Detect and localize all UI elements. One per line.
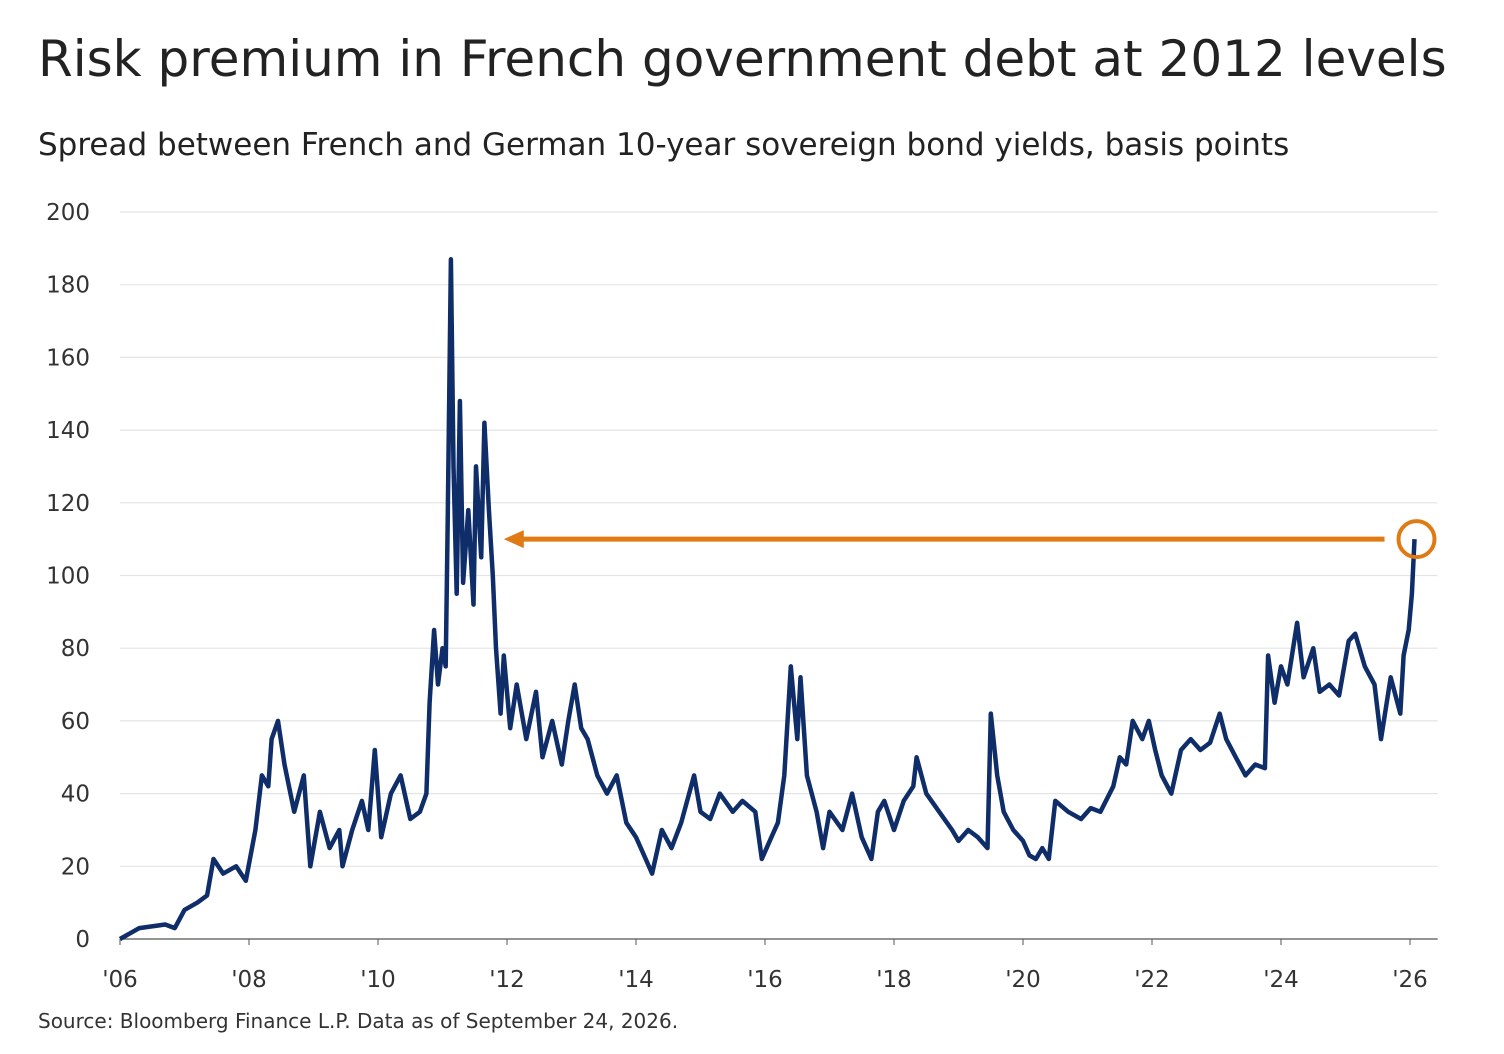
x-tick-label: '22: [1134, 967, 1170, 993]
x-tick-label: '24: [1263, 967, 1299, 993]
y-tick-label: 100: [46, 564, 90, 590]
y-tick-label: 200: [46, 200, 90, 226]
x-tick-label: '14: [618, 967, 654, 993]
x-tick-label: '10: [360, 967, 396, 993]
highlight-circle: [1396, 519, 1437, 560]
x-tick-label: '18: [876, 967, 912, 993]
y-tick-label: 20: [61, 854, 90, 880]
x-tick-label: '20: [1005, 967, 1041, 993]
x-tick-label: '12: [489, 967, 525, 993]
data-line: [118, 257, 1417, 941]
y-tick-label: 140: [46, 418, 90, 444]
y-tick-label: 0: [75, 927, 90, 953]
arrow-head: [503, 530, 524, 549]
y-tick-label: 160: [46, 345, 90, 371]
chart-title: Risk premium in French government debt a…: [38, 30, 1447, 88]
x-tick-label: '06: [102, 967, 138, 993]
chart-subtitle: Spread between French and German 10-year…: [38, 127, 1289, 163]
y-tick-label: 180: [46, 273, 90, 299]
source-note: Source: Bloomberg Finance L.P. Data as o…: [38, 1009, 678, 1033]
y-tick-label: 40: [61, 782, 90, 808]
x-tick-label: '26: [1392, 967, 1428, 993]
x-tick-label: '16: [747, 967, 783, 993]
y-tick-label: 120: [46, 491, 90, 517]
y-tick-label: 80: [61, 636, 90, 662]
x-tick-label: '08: [231, 967, 267, 993]
y-tick-label: 60: [61, 709, 90, 735]
